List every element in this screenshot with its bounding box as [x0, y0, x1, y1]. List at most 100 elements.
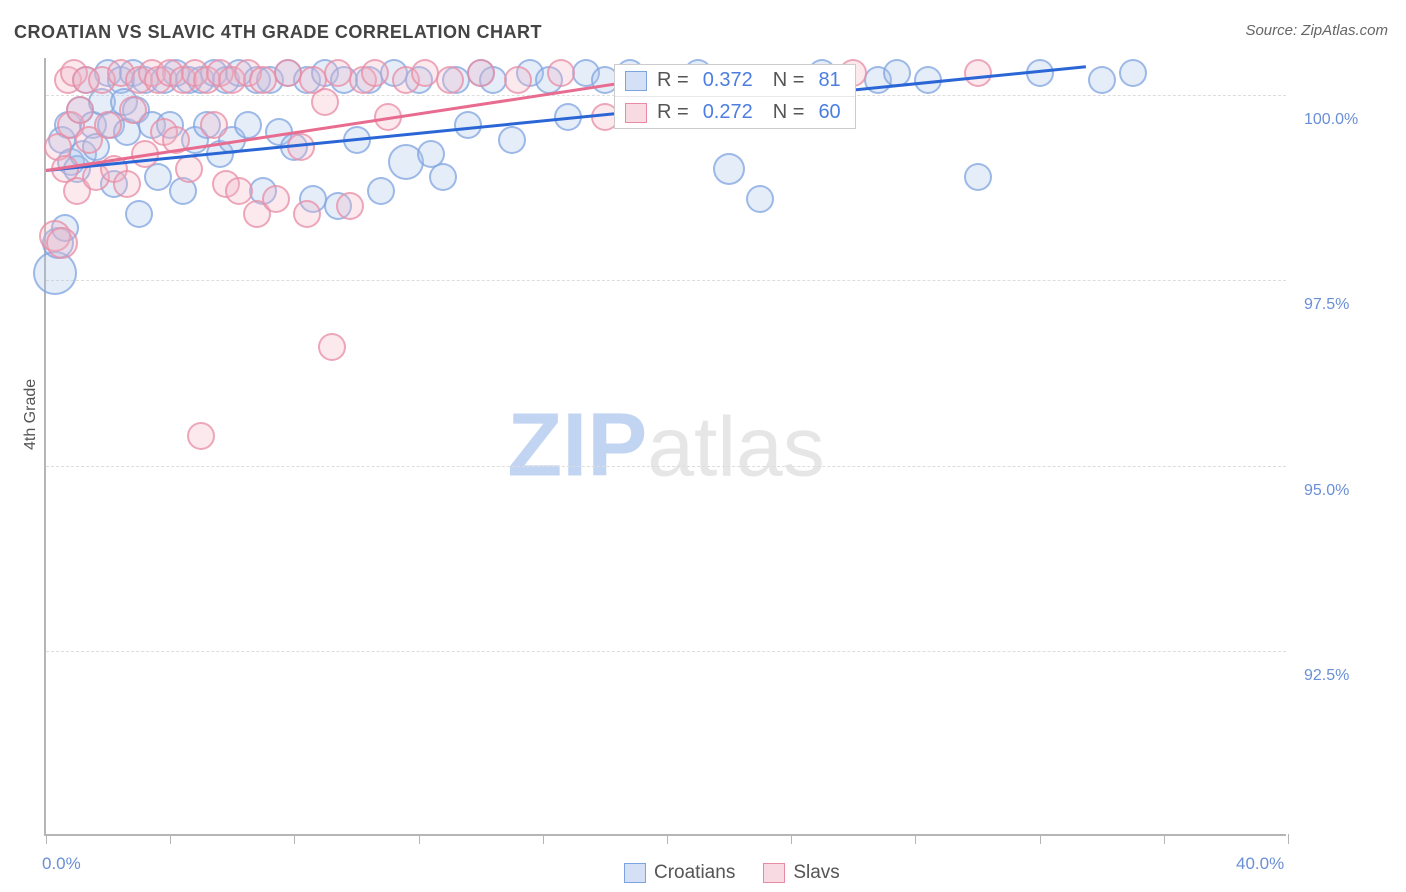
scatter-point	[212, 66, 240, 94]
scatter-point	[156, 59, 184, 87]
scatter-point	[361, 59, 389, 87]
x-tick	[419, 834, 420, 844]
x-tick	[667, 834, 668, 844]
scatter-point	[274, 59, 302, 87]
x-tick	[294, 834, 295, 844]
scatter-point	[380, 59, 408, 87]
stat-n-value: 60	[818, 101, 840, 124]
scatter-point	[293, 200, 321, 228]
scatter-point	[193, 111, 221, 139]
x-tick-label: 0.0%	[42, 854, 81, 874]
scatter-point	[33, 251, 77, 295]
gridline-h	[46, 651, 1286, 652]
x-tick	[170, 834, 171, 844]
x-tick	[1164, 834, 1165, 844]
watermark-zip: ZIP	[507, 396, 647, 496]
scatter-point	[442, 66, 470, 94]
x-tick	[1288, 834, 1289, 844]
legend-item: Croatians	[624, 862, 735, 884]
gridline-h	[46, 280, 1286, 281]
legend-swatch	[763, 863, 785, 883]
scatter-point	[243, 200, 271, 228]
scatter-point	[349, 66, 377, 94]
scatter-point	[119, 96, 147, 124]
y-tick-label: 100.0%	[1304, 111, 1358, 129]
legend-label: Croatians	[654, 862, 735, 884]
legend-item: Slavs	[763, 862, 839, 884]
scatter-point	[57, 148, 85, 176]
scatter-point	[94, 59, 122, 87]
scatter-point	[299, 66, 327, 94]
scatter-point	[249, 66, 277, 94]
x-tick	[791, 834, 792, 844]
scatter-point	[234, 111, 262, 139]
scatter-point	[200, 111, 228, 139]
legend-swatch	[625, 103, 647, 123]
scatter-point	[479, 66, 507, 94]
scatter-point	[411, 59, 439, 87]
scatter-point	[324, 192, 352, 220]
stat-r-value: 0.272	[703, 101, 753, 124]
scatter-point	[175, 66, 203, 94]
scatter-point	[79, 111, 107, 139]
scatter-point	[467, 59, 495, 87]
scatter-point	[572, 59, 600, 87]
scatter-point	[82, 133, 110, 161]
x-tick	[46, 834, 47, 844]
stats-row: R = 0.272 N = 60	[615, 96, 855, 128]
y-tick-label: 95.0%	[1304, 482, 1349, 500]
scatter-point	[367, 177, 395, 205]
scatter-point	[48, 126, 76, 154]
scatter-point	[713, 153, 745, 185]
scatter-point	[72, 66, 100, 94]
source-text: Source: ZipAtlas.com	[1245, 22, 1388, 39]
scatter-point	[274, 59, 302, 87]
scatter-point	[249, 177, 277, 205]
bottom-legend: Croatians Slavs	[624, 862, 840, 884]
scatter-point	[206, 59, 234, 87]
stats-legend-box: R =0.372N =81R =0.272N =60	[614, 64, 856, 129]
scatter-point	[110, 88, 138, 116]
scatter-point	[107, 59, 135, 87]
scatter-point	[454, 111, 482, 139]
scatter-point	[150, 66, 178, 94]
stat-r-label: R =	[657, 101, 689, 124]
scatter-point	[746, 185, 774, 213]
scatter-point	[138, 111, 166, 139]
scatter-point	[262, 185, 290, 213]
scatter-point	[964, 163, 992, 191]
scatter-point	[504, 66, 532, 94]
scatter-point	[125, 200, 153, 228]
x-tick	[1040, 834, 1041, 844]
scatter-point	[311, 88, 339, 116]
scatter-point	[51, 214, 79, 242]
scatter-point	[187, 422, 215, 450]
scatter-point	[122, 96, 150, 124]
scatter-point	[66, 96, 94, 124]
scatter-point	[97, 111, 125, 139]
scatter-point	[107, 66, 135, 94]
scatter-point	[318, 333, 346, 361]
scatter-point	[225, 59, 253, 87]
scatter-point	[39, 220, 71, 252]
scatter-point	[54, 66, 82, 94]
scatter-point	[125, 66, 153, 94]
scatter-point	[417, 140, 445, 168]
stat-n-label: N =	[773, 101, 805, 124]
scatter-point	[162, 59, 190, 87]
scatter-point	[864, 66, 892, 94]
scatter-point	[324, 59, 352, 87]
gridline-h	[46, 466, 1286, 467]
scatter-point	[175, 155, 203, 183]
x-tick	[543, 834, 544, 844]
scatter-point	[1088, 66, 1116, 94]
scatter-point	[392, 66, 420, 94]
scatter-point	[200, 59, 228, 87]
scatter-point	[436, 66, 464, 94]
scatter-point	[60, 59, 88, 87]
scatter-point	[218, 66, 246, 94]
scatter-point	[57, 111, 85, 139]
legend-label: Slavs	[793, 862, 839, 884]
y-axis-label: 4th Grade	[22, 379, 40, 450]
stat-r-label: R =	[657, 69, 689, 92]
